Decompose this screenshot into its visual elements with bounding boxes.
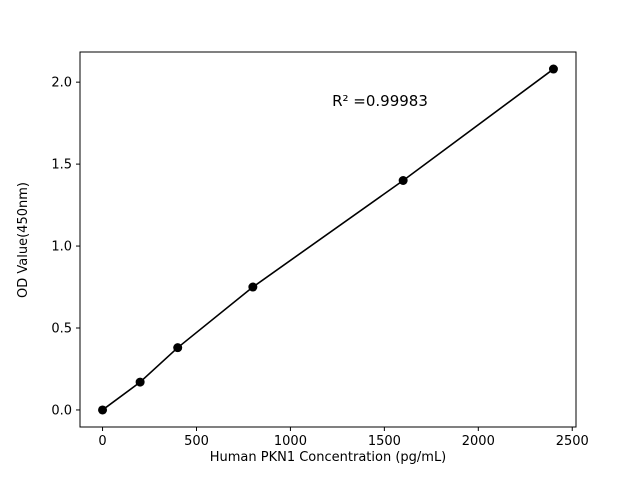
x-tick-label: 2500 [556,434,589,449]
data-point [173,343,183,353]
y-tick-label: 0.5 [51,322,72,337]
data-point [98,405,108,415]
x-tick-label: 2000 [462,434,495,449]
r-squared-annotation: R² =0.99983 [332,92,428,110]
x-tick-label: 1000 [274,434,307,449]
y-tick-label: 0.0 [51,403,72,418]
data-point [548,64,558,74]
y-tick-label: 2.0 [51,76,72,91]
data-point [398,175,408,185]
data-point [248,282,258,292]
y-tick-label: 1.0 [51,240,72,255]
plot-frame [79,51,577,428]
plot-area: 0 500 1000 1500 2000 2500 0.0 0.5 1.0 1.5 2.0 [51,51,589,449]
x-axis-label: Human PKN1 Concentration (pg/mL) [210,450,447,465]
x-tick-label: 1500 [368,434,401,449]
data-point [135,377,145,387]
fit-line [102,68,554,411]
x-tick-label: 0 [98,434,106,449]
y-tick-label: 1.5 [51,158,72,173]
x-tick-label: 500 [184,434,209,449]
y-axis-label: OD Value(450nm) [16,182,31,298]
